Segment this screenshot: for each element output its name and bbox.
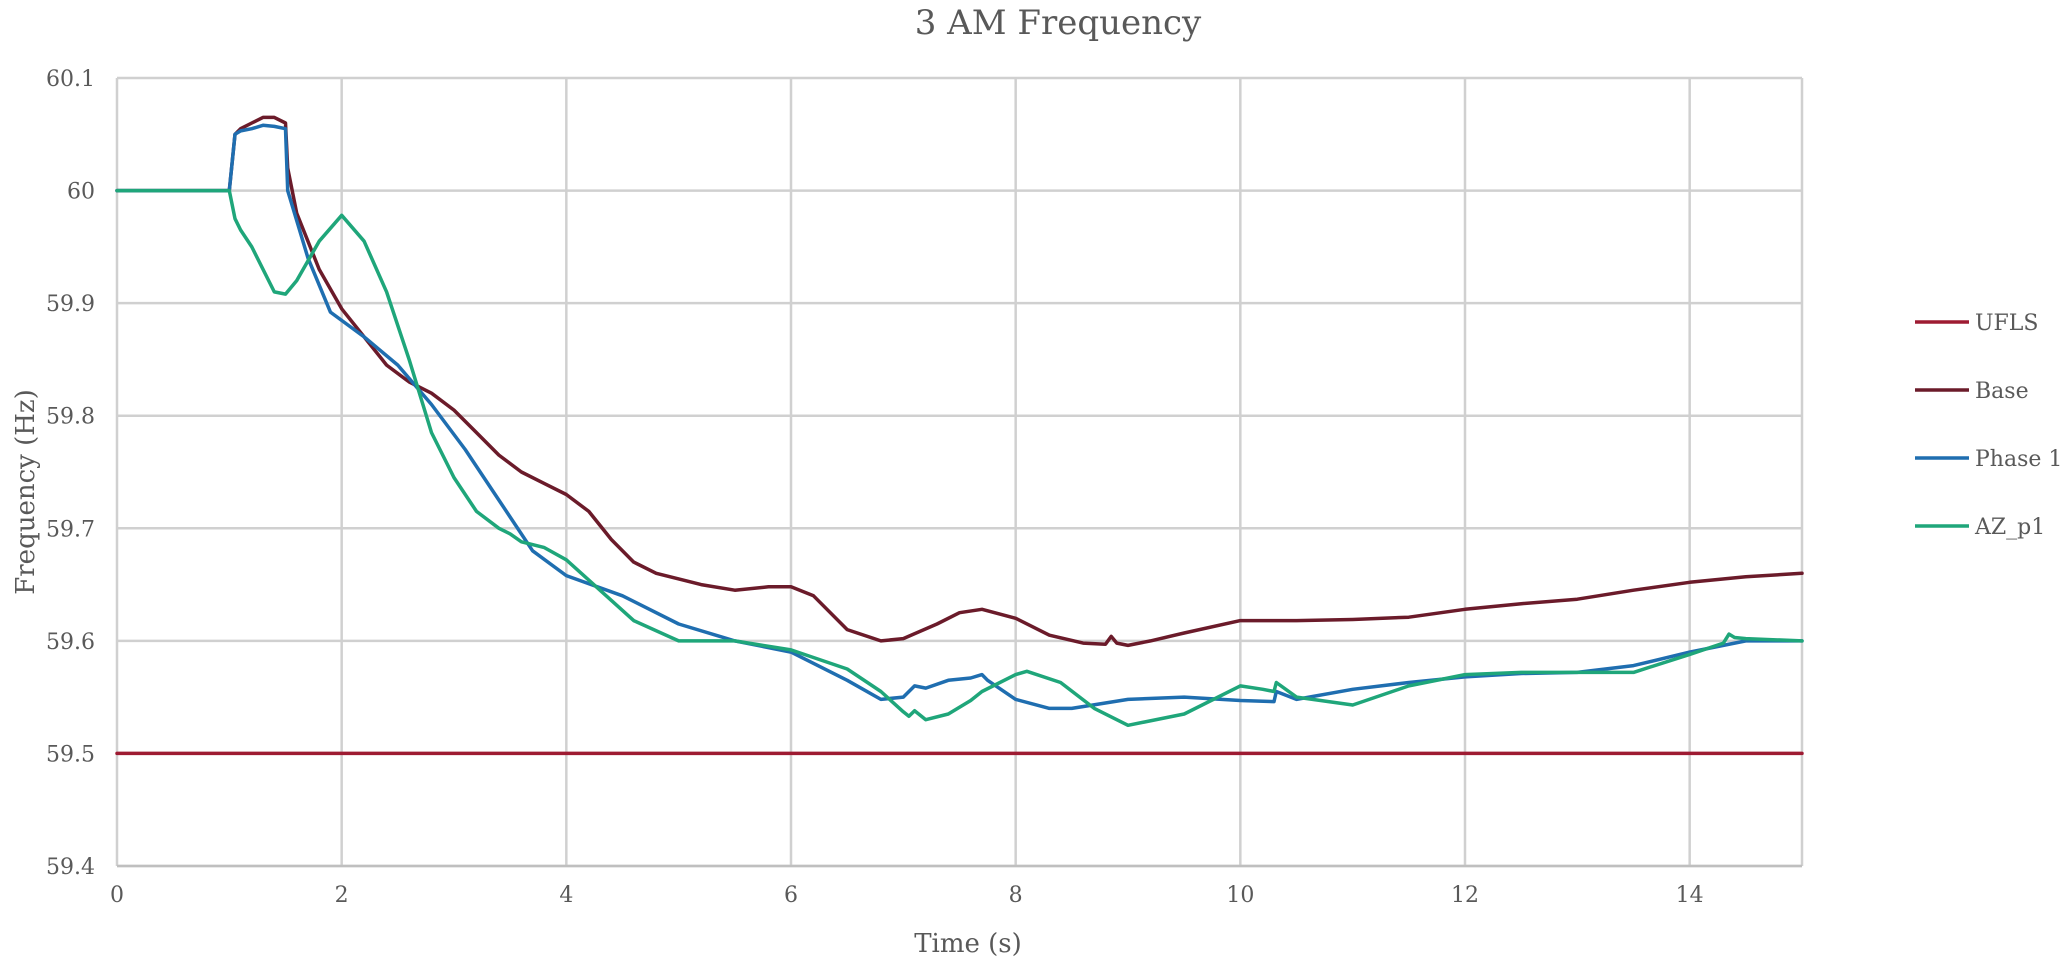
- x-axis-label: Time (s): [914, 929, 1022, 959]
- x-tick-label: 10: [1226, 883, 1254, 908]
- legend-label-base: Base: [1975, 379, 2029, 404]
- legend-label-az-p1: AZ_p1: [1974, 515, 2045, 540]
- legend-label-ufls: UFLS: [1975, 311, 2039, 336]
- x-tick-label: 12: [1451, 883, 1479, 908]
- tick-labels: 59.4 59.5 59.6 59.7 59.8 59.9 60 60.1 0 2 4 6 8 10 12 1…: [46, 67, 1704, 908]
- y-tick-label: 60: [67, 180, 95, 205]
- x-tick-label: 2: [335, 883, 349, 908]
- y-tick-label: 59.7: [46, 517, 95, 542]
- x-tick-label: 0: [110, 883, 124, 908]
- series-line-phase-1: [115, 123, 1804, 711]
- y-tick-label: 59.5: [46, 742, 95, 767]
- series-line-base: [115, 115, 1804, 648]
- y-axis-label: Frequency (Hz): [11, 389, 41, 595]
- x-tick-label: 14: [1676, 883, 1704, 908]
- y-tick-label: 60.1: [46, 67, 95, 92]
- y-tick-label: 59.8: [46, 405, 95, 430]
- series-lines: [115, 115, 1804, 756]
- grid: [115, 76, 1804, 868]
- y-tick-label: 59.4: [46, 855, 95, 880]
- series-line-az-p1: [115, 188, 1804, 728]
- x-tick-label: 6: [784, 883, 798, 908]
- x-tick-label: 8: [1009, 883, 1023, 908]
- legend-label-phase-1: Phase 1: [1975, 447, 2062, 472]
- legend: UFLS Base Phase 1 AZ_p1: [1915, 311, 2062, 540]
- chart-title: 3 AM Frequency: [915, 3, 1202, 43]
- x-tick-label: 4: [559, 883, 573, 908]
- y-tick-label: 59.6: [46, 630, 95, 655]
- y-tick-label: 59.9: [46, 292, 95, 317]
